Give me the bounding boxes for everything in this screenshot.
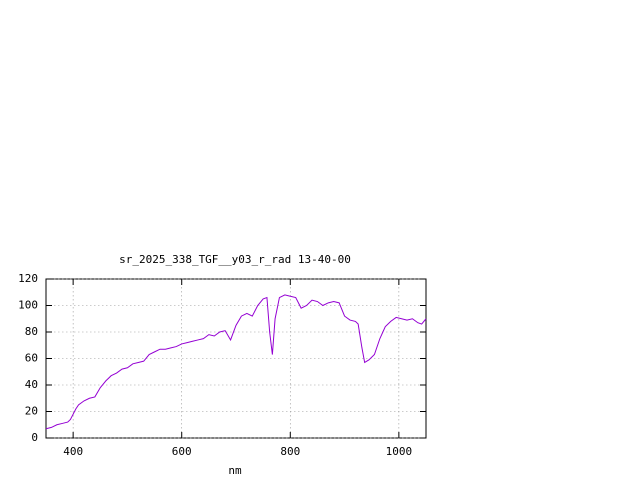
x-tick-label: 1000: [386, 445, 413, 458]
y-tick-label: 0: [31, 431, 38, 444]
x-tick-label: 600: [172, 445, 192, 458]
y-tick-label: 60: [25, 352, 38, 365]
chart-title: sr_2025_338_TGF__y03_r_rad 13-40-00: [119, 253, 351, 266]
y-tick-label: 80: [25, 325, 38, 338]
y-tick-label: 120: [18, 272, 38, 285]
x-tick-label: 800: [280, 445, 300, 458]
y-tick-label: 40: [25, 378, 38, 391]
x-tick-label: 400: [63, 445, 83, 458]
x-axis-label: nm: [228, 464, 242, 477]
y-tick-label: 100: [18, 299, 38, 312]
data-line: [45, 294, 427, 430]
y-tick-label: 20: [25, 405, 38, 418]
